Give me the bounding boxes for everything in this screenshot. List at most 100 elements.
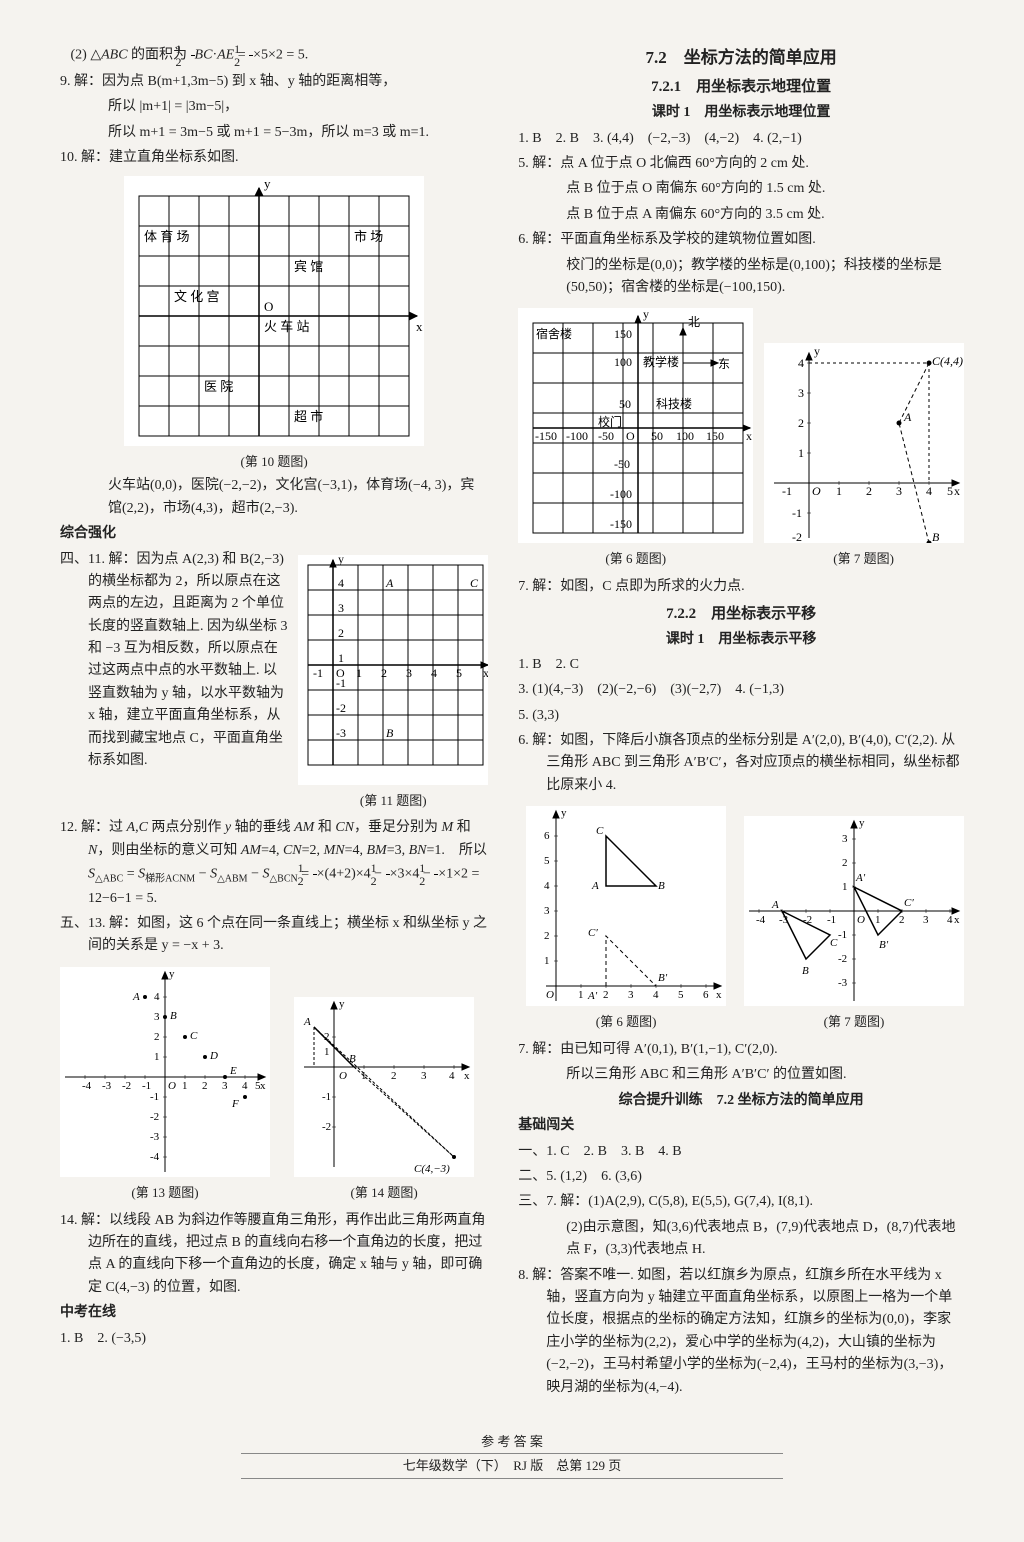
bg3b: (2)由示意图，知(3,6)代表地点 B，(7,9)代表地点 D，(8,7)代表… [518, 1217, 964, 1262]
svg-text:B: B [802, 965, 809, 977]
svg-text:y: y [859, 817, 865, 829]
r6b: 校门的坐标是(0,0)；教学楼的坐标是(0,100)；科技楼的坐标是(50,50… [518, 255, 964, 300]
svg-text:C(4,4): C(4,4) [932, 354, 963, 368]
svg-text:科技楼: 科技楼 [656, 396, 692, 411]
svg-text:4: 4 [544, 880, 550, 892]
left-column: (2) △ABC 的面积为 12BC·AE = 12×5×2 = 5. 9. 解… [60, 40, 488, 1402]
svg-text:3: 3 [222, 1080, 228, 1092]
svg-text:5: 5 [456, 666, 462, 680]
bg8: 8. 解：答案不唯一. 如图，若以红旗乡为原点，红旗乡所在水平线为 x 轴，竖直… [518, 1265, 964, 1399]
svg-text:B: B [386, 726, 394, 740]
zkzx-ans: 1. B 2. (−3,5) [60, 1328, 488, 1350]
right-column: 7.2 坐标方法的简单应用 7.2.1 用坐标表示地理位置 课时 1 用坐标表示… [518, 40, 964, 1402]
svg-text:x: x [260, 1080, 266, 1092]
svg-text:东: 东 [718, 357, 730, 371]
p10: 10. 解：建立直角坐标系如图. [60, 147, 488, 169]
svg-text:C: C [596, 825, 604, 837]
rb7: 7. 解：由已知可得 A′(0,1), B′(1,−1), C′(2,0). [518, 1039, 964, 1061]
svg-text:-1: -1 [150, 1091, 159, 1103]
ks1b: 课时 1 用坐标表示平移 [518, 629, 964, 651]
svg-text:B′: B′ [879, 939, 889, 951]
r5c: 点 B 位于点 A 南偏东 60°方向的 3.5 cm 处. [518, 204, 964, 226]
rb6: 6. 解：如图，下降后小旗各顶点的坐标分别是 A′(2,0), B′(4,0),… [518, 730, 964, 797]
svg-text:-50: -50 [614, 457, 630, 471]
svg-text:B′: B′ [658, 972, 668, 984]
svg-text:6: 6 [544, 830, 550, 842]
r7: 7. 解：如图，C 点即为所求的火力点. [518, 576, 964, 598]
fig7a-caption: (第 7 题图) [763, 549, 964, 570]
svg-text:-2: -2 [322, 1121, 331, 1133]
svg-text:y: y [338, 555, 344, 566]
p-8-2: (2) △ABC 的面积为 12BC·AE = 12×5×2 = 5. [60, 43, 488, 68]
x-label: x [416, 319, 423, 334]
svg-text:100: 100 [676, 429, 694, 443]
svg-text:-1: -1 [838, 929, 847, 941]
svg-text:4: 4 [926, 484, 932, 498]
svg-text:-1: -1 [336, 676, 346, 690]
svg-text:O: O [626, 429, 635, 443]
fig14-caption: (第 14 题图) [280, 1183, 488, 1204]
t-7-2-2: 7.2.2 用坐标表示平移 [518, 602, 964, 626]
fig7b-caption: (第 7 题图) [744, 1012, 964, 1033]
svg-text:O: O [546, 989, 554, 1001]
r6: 6. 解：平面直角坐标系及学校的建筑物位置如图. [518, 229, 964, 251]
svg-text:C(4,−3): C(4,−3) [414, 1163, 450, 1175]
svg-text:1: 1 [875, 914, 881, 926]
fig-14: yx A B O 21 -1-2 1234 C(4,−3) [294, 997, 474, 1177]
svg-text:x: x [746, 429, 752, 443]
fig-11: y x O A C B 4321 -1-2-3 -112345 [298, 555, 488, 785]
svg-text:2: 2 [202, 1080, 208, 1092]
svg-text:x: x [954, 914, 960, 926]
chaoshi: 超 市 [294, 409, 323, 424]
fig13-14-pair: yxO -4-3-2-1 12345 4321 -1-2-3-4 A B C D… [60, 961, 488, 1207]
svg-text:-2: -2 [803, 914, 812, 926]
svg-text:-150: -150 [535, 429, 557, 443]
svg-text:150: 150 [614, 327, 632, 341]
svg-text:4: 4 [338, 576, 344, 590]
fig6-caption: (第 6 题图) [518, 549, 753, 570]
svg-text:-4: -4 [150, 1151, 160, 1163]
svg-text:2: 2 [899, 914, 905, 926]
svg-text:-3: -3 [102, 1080, 112, 1092]
svg-text:3: 3 [406, 666, 412, 680]
fig11-caption: (第 11 题图) [298, 791, 488, 812]
y-label: y [264, 176, 271, 191]
page-footer: 参 考 答 案 七年级数学（下） RJ 版 总第 129 页 [60, 1432, 964, 1480]
svg-text:C: C [470, 576, 479, 590]
svg-text:5: 5 [544, 855, 550, 867]
t-7-2: 7.2 坐标方法的简单应用 [518, 44, 964, 71]
svg-text:y: y [561, 807, 567, 819]
svg-text:O: O [857, 914, 865, 926]
svg-text:1: 1 [544, 955, 550, 967]
r5: 5. 解：点 A 位于点 O 北偏西 60°方向的 2 cm 处. [518, 153, 964, 175]
svg-text:-2: -2 [122, 1080, 131, 1092]
svg-text:-1: -1 [322, 1091, 331, 1103]
svg-text:2: 2 [391, 1070, 397, 1082]
footer-title: 参 考 答 案 [60, 1432, 964, 1453]
svg-text:D: D [209, 1050, 218, 1062]
svg-text:3: 3 [923, 914, 929, 926]
t-7-2-1: 7.2.1 用坐标表示地理位置 [518, 75, 964, 99]
svg-text:B: B [658, 880, 665, 892]
svg-text:150: 150 [706, 429, 724, 443]
svg-text:O: O [168, 1080, 176, 1092]
fig6b-caption: (第 6 题图) [518, 1012, 734, 1033]
svg-text:O: O [339, 1070, 347, 1082]
binguan: 宾 馆 [294, 259, 323, 274]
svg-text:-2: -2 [336, 701, 346, 715]
svg-text:4: 4 [653, 989, 659, 1001]
zkzx: 中考在线 [60, 1302, 488, 1324]
svg-text:2: 2 [338, 626, 344, 640]
svg-text:4: 4 [798, 356, 804, 370]
svg-text:1: 1 [361, 1070, 367, 1082]
zhqh: 综合强化 [60, 523, 488, 545]
svg-text:-2: -2 [150, 1111, 159, 1123]
svg-text:-3: -3 [150, 1131, 160, 1143]
fig11-wrap: y x O A C B 4321 -1-2-3 -112345 (第 11 题图… [298, 549, 488, 815]
r1: 1. B 2. B 3. (4,4) (−2,−3) (4,−2) 4. (2,… [518, 128, 964, 150]
svg-text:1: 1 [356, 666, 362, 680]
p12: 12. 解：过 A,C 两点分别作 y 轴的垂线 AM 和 CN，垂足分别为 M… [60, 817, 488, 910]
svg-text:A′: A′ [587, 990, 598, 1002]
svg-text:50: 50 [619, 397, 631, 411]
bg1: 一、1. C 2. B 3. B 4. B [518, 1141, 964, 1163]
